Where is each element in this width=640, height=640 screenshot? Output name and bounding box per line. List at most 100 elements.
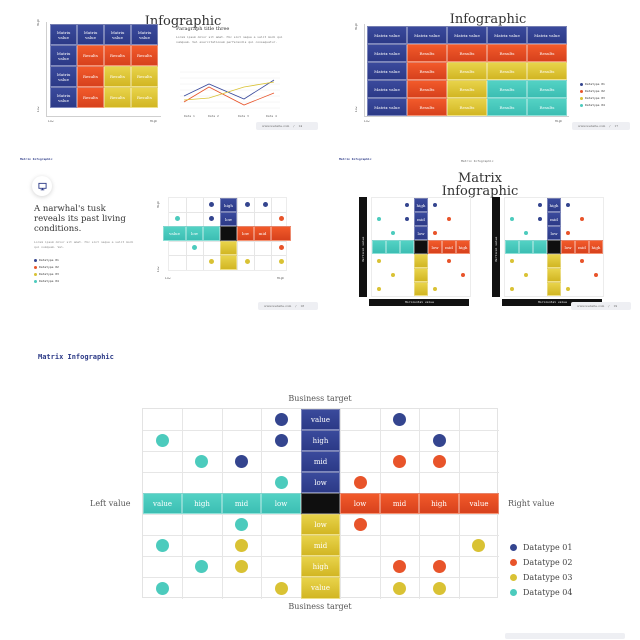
horizontal-cell (533, 240, 547, 254)
x-axis-low-label: Low (364, 119, 370, 123)
line-series-navy (183, 79, 275, 100)
page-number: 19 (613, 304, 618, 308)
vertical-cell (547, 254, 561, 268)
data-dot (279, 259, 284, 264)
vertical-cell: low (414, 226, 428, 240)
legend-item: Datatype 02 (580, 89, 605, 93)
data-dot (433, 455, 446, 468)
vertical-value-label: Vertical value (494, 236, 498, 262)
legend-item: Datatype 01 (510, 540, 572, 555)
data-dot (393, 560, 406, 573)
left-axis-label: Left value (90, 499, 131, 508)
legend-item: Datatype 03 (510, 570, 572, 585)
horizontal-cell: mid (442, 240, 456, 254)
data-dot (405, 217, 409, 221)
data-dot (566, 203, 570, 207)
data-dot (192, 245, 197, 250)
y-axis-low-label: Low (156, 266, 160, 272)
result-cell: Results (104, 45, 131, 66)
legend-item: Datatype 01 (580, 82, 605, 86)
data-dot (433, 434, 446, 447)
vertical-cell-top: mid (301, 451, 340, 472)
x-axis-low-label: Low (165, 276, 171, 280)
data-dot (279, 245, 284, 250)
legend-item: Datatype 04 (34, 279, 59, 283)
slide-1-thumbnail[interactable]: Matrix Infographic High Low Low High Mat… (28, 12, 323, 137)
result-cell: Results (131, 45, 158, 66)
vertical-cell (414, 268, 428, 282)
data-dot (447, 217, 451, 221)
data-dot (377, 287, 381, 291)
data-dot (594, 273, 598, 277)
horizontal-cell-left: mid (222, 493, 261, 514)
horizontal-cell: high (456, 240, 470, 254)
data-dot (235, 560, 248, 573)
horizontal-cell-right: value (459, 493, 499, 514)
horizontal-cell (271, 226, 291, 241)
slide-4-thumbnail[interactable]: Matrix Infographic Matrix Infographic Ma… (335, 152, 635, 317)
horizontal-cell: mid (254, 226, 271, 241)
x-axis-high-label: High (555, 119, 563, 123)
y-axis-low-label: Low (354, 106, 358, 112)
chart-category-1: Data 1 (184, 114, 195, 118)
matrix-cell: Matrix value (407, 26, 447, 44)
result-cell: Results (131, 66, 158, 87)
result-cell: Results (407, 62, 447, 80)
result-cell: Results (131, 87, 158, 108)
data-dot (566, 231, 570, 235)
result-cell: Results (447, 44, 487, 62)
vertical-value-bar (359, 197, 367, 297)
chart-category-3: Data 3 (238, 114, 249, 118)
horizontal-cell-left: low (261, 493, 301, 514)
data-dot (275, 413, 288, 426)
matrix-panel-left: high mid low low mid high (371, 197, 471, 297)
vertical-cell: low (220, 212, 237, 226)
legend-item: Datatype 04 (580, 103, 605, 107)
center-cell (547, 240, 561, 254)
line-series-red (183, 86, 275, 106)
data-dot (156, 582, 169, 595)
matrix-cell: Matrix value (367, 98, 407, 116)
legend-item: Datatype 03 (34, 272, 59, 276)
legend-dot (510, 589, 517, 596)
horizontal-cell (400, 240, 414, 254)
vertical-cell: mid (547, 212, 561, 226)
data-dot (275, 582, 288, 595)
result-cell: Results (77, 66, 104, 87)
matrix-cell: Matrix value (77, 24, 104, 45)
chart-category-4: Data 4 (266, 114, 277, 118)
mini-matrix: high low value low low mid (163, 197, 291, 271)
data-dot (377, 217, 381, 221)
vertical-cell (220, 255, 237, 270)
slide-title: Matrix Infographic (144, 12, 222, 29)
y-axis-line (364, 24, 365, 117)
result-cell: Results (527, 62, 567, 80)
slide-5-main[interactable]: Matrix Infographic Business target Busin… (0, 345, 640, 640)
result-cell: Results (527, 98, 567, 116)
slide-2-thumbnail[interactable]: Matrix Infographic High Low Low High Mat… (340, 12, 635, 137)
legend-item: Datatype 03 (580, 96, 605, 100)
slide-3-thumbnail[interactable]: Matrix Infographic A narwhal's tusk reve… (12, 152, 322, 317)
vertical-cell (414, 282, 428, 296)
center-brand-label: Matrix Infographic (461, 159, 494, 163)
result-cell: Results (487, 62, 527, 80)
horizontal-cell (519, 240, 533, 254)
data-dot (393, 582, 406, 595)
horizontal-cell-right: high (419, 493, 459, 514)
data-dot (433, 287, 437, 291)
matrix-cell: Matrix value (50, 24, 77, 45)
line-series-yellow (183, 81, 275, 101)
line-chart (180, 71, 280, 109)
data-dot (245, 259, 250, 264)
horizontal-cell (203, 226, 220, 241)
y-axis-high-label: High (354, 22, 358, 30)
legend-dot (510, 544, 517, 551)
legend-dot (580, 96, 583, 100)
legend-item: Datatype 01 (34, 258, 59, 262)
result-cell: Results (527, 80, 567, 98)
horizontal-cell: mid (575, 240, 589, 254)
data-dot (393, 455, 406, 468)
result-cell: Results (77, 87, 104, 108)
data-dot (354, 518, 367, 531)
data-dot (275, 476, 288, 489)
